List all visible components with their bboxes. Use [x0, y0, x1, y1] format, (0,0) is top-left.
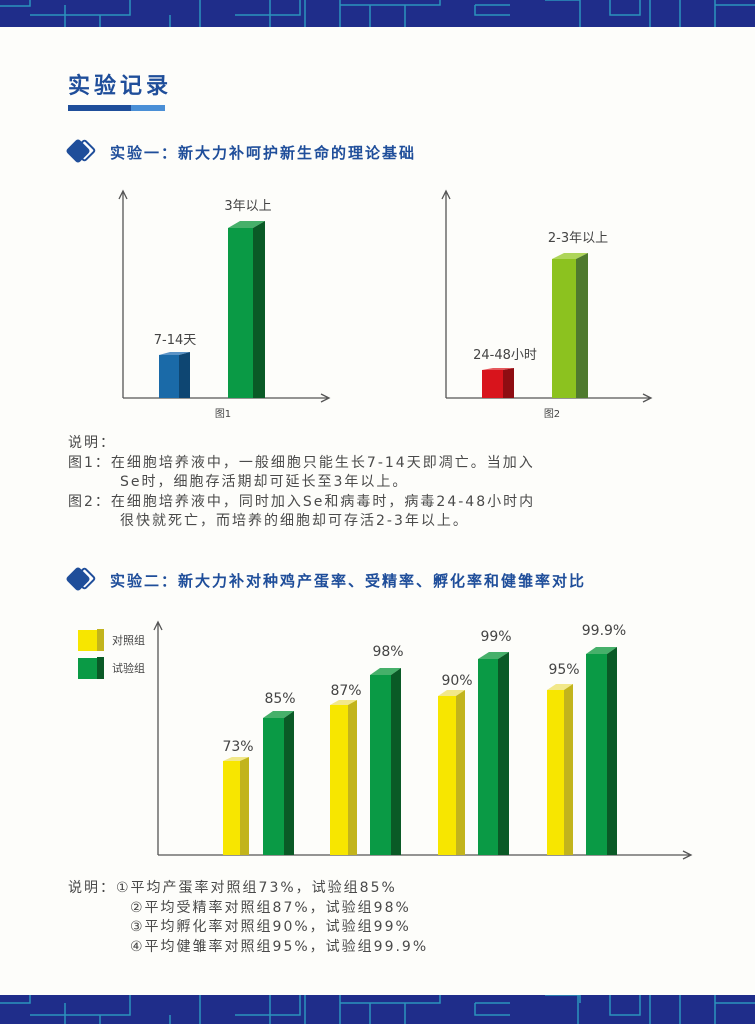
svg-text:99.9%: 99.9% — [582, 623, 626, 639]
note-fig1-cont: Se时，细胞存活期却可延长至3年以上。 — [120, 474, 409, 490]
figure1-label-2: 3年以上 — [224, 199, 271, 214]
svg-text:95%: 95% — [548, 662, 579, 678]
figure2-chart: 24-48小时 2-3年以上 图2 — [441, 189, 653, 420]
notes-label: 说明： — [68, 435, 116, 451]
experiment2-title: 实验二：新大力补对种鸡产蛋率、受精率、孵化率和健雏率对比 — [110, 571, 587, 590]
experiment2-chart: 73% 85% 87% 98% 90% 99% 95% 99.9% — [153, 620, 693, 860]
legend-swatch-test — [78, 657, 104, 679]
note-item-3: ③平均孵化率对照组90%，试验组99% — [130, 919, 411, 935]
experiment1-title: 实验一：新大力补呵护新生命的理论基础 — [110, 143, 417, 162]
svg-text:73%: 73% — [222, 739, 253, 755]
figure2-caption: 图2 — [544, 408, 560, 420]
experiment2-notes: 说明：①平均产蛋率对照组73%，试验组85% ②平均受精率对照组87%，试验组9… — [68, 879, 428, 957]
legend-swatch-control — [78, 629, 104, 651]
svg-text:90%: 90% — [441, 673, 472, 689]
diamond-bullet-icon — [65, 138, 102, 165]
note-item-1: 说明：①平均产蛋率对照组73%，试验组85% — [68, 880, 397, 896]
figure1-label-1: 7-14天 — [154, 333, 197, 348]
note-item-4: ④平均健雏率对照组95%，试验组99.9% — [130, 938, 429, 955]
figure2-label-1: 24-48小时 — [473, 348, 537, 363]
bottom-decorative-band — [0, 995, 755, 1024]
note-fig1: 图1：在细胞培养液中，一般细胞只能生长7-14天即凋亡。当加入 — [68, 454, 535, 471]
diamond-bullet-icon — [65, 566, 102, 593]
legend-item-test: 试验组 — [78, 655, 145, 681]
chart-legend: 对照组 试验组 — [78, 627, 145, 683]
figure1-chart: 7-14天 3年以上 图1 — [118, 189, 331, 420]
experiment1-notes: 说明： 图1：在细胞培养液中，一般细胞只能生长7-14天即凋亡。当加入 Se时，… — [68, 434, 535, 532]
title-underline — [68, 105, 165, 111]
svg-text:98%: 98% — [372, 644, 403, 660]
note-item-2: ②平均受精率对照组87%，试验组98% — [130, 899, 411, 916]
top-decorative-band — [0, 0, 755, 27]
legend-item-control: 对照组 — [78, 627, 145, 653]
figure1-caption: 图1 — [215, 408, 231, 420]
svg-text:85%: 85% — [264, 691, 295, 707]
experiment2-heading: 实验二：新大力补对种鸡产蛋率、受精率、孵化率和健雏率对比 — [65, 566, 587, 593]
note-fig2: 图2：在细胞培养液中，同时加入Se和病毒时，病毒24-48小时内 — [68, 493, 536, 510]
note-fig2-cont: 很快就死亡，而培养的细胞却可存活2-3年以上。 — [120, 513, 469, 529]
svg-text:87%: 87% — [330, 683, 361, 699]
page-title: 实验记录 — [68, 74, 173, 99]
figure2-label-2: 2-3年以上 — [548, 231, 608, 246]
experiment1-heading: 实验一：新大力补呵护新生命的理论基础 — [65, 138, 417, 165]
svg-text:99%: 99% — [480, 629, 511, 645]
